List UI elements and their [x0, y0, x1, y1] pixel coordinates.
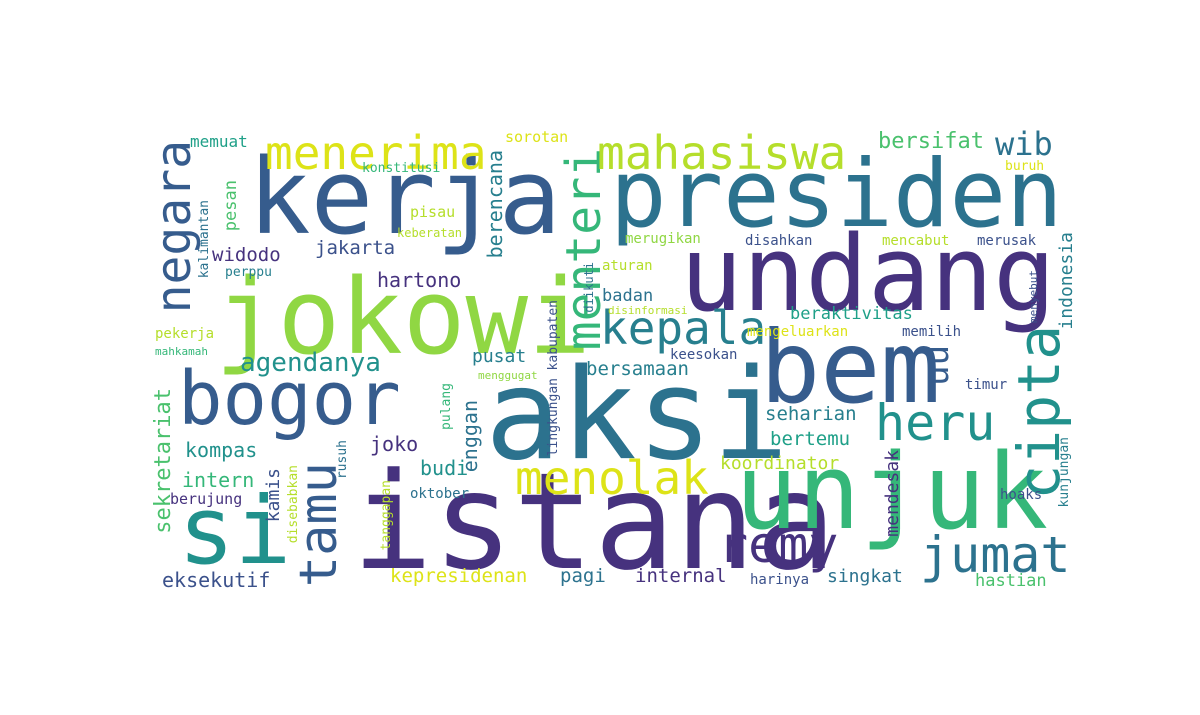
word-singkat: singkat [827, 566, 903, 587]
word-diikuti: diikuti [582, 262, 596, 313]
word-uu: uu [917, 345, 957, 386]
word-aturan: aturan [602, 258, 653, 274]
word-merugikan: merugikan [625, 231, 701, 247]
word-oktober: oktober [410, 486, 470, 502]
word-konstitusi: konstitusi [362, 161, 441, 176]
word-agendanya: agendanya [240, 348, 381, 378]
word-pusat: pusat [472, 346, 527, 367]
word-kunjungan: kunjungan [1057, 437, 1072, 508]
word-budi: budi [420, 456, 469, 480]
word-aksi: aksi [485, 341, 789, 488]
word-pesan: pesan [221, 180, 241, 232]
word-mahasiswa: mahasiswa [597, 126, 847, 180]
word-timur: timur [965, 377, 1008, 393]
word-kalimantan: kalimantan [197, 200, 212, 279]
word-tanggapan: tanggapan [379, 480, 394, 551]
word-istana: istana [352, 444, 837, 600]
word-presiden: presiden [610, 140, 1063, 249]
word-menyebut: menyebut [1027, 270, 1040, 323]
word-beraktivitas: beraktivitas [790, 304, 913, 324]
word-wib: wib [995, 125, 1053, 163]
word-bem: bem [760, 309, 941, 426]
word-indonesia: indonesia [1056, 232, 1077, 330]
word-berujung: berujung [170, 490, 243, 508]
word-eksekutif: eksekutif [162, 568, 271, 592]
word-rusuh: rusuh [335, 440, 350, 480]
word-intern: intern [182, 468, 255, 492]
word-merusak: merusak [977, 233, 1037, 249]
word-widodo: widodo [212, 244, 281, 266]
word-menerima: menerima [265, 126, 487, 180]
word-disinformasi: disinformasi [608, 304, 688, 317]
word-kompas: kompas [185, 438, 258, 462]
word-hoaks: hoaks [1000, 487, 1043, 503]
word-menggugat: menggugat [478, 369, 538, 382]
word-bertemu: bertemu [770, 428, 851, 450]
word-kamis: kamis [263, 468, 284, 523]
word-disebabkan: disebabkan [286, 465, 301, 544]
word-bersamaan: bersamaan [586, 358, 689, 380]
word-seharian: seharian [765, 403, 857, 425]
word-perppu: perppu [225, 265, 272, 280]
word-sekretariat: sekretariat [151, 388, 176, 534]
word-badan: badan [602, 286, 654, 306]
word-unjuk: unjuk [735, 431, 1049, 553]
word-hastian: hastian [975, 571, 1047, 591]
word-kabupaten: kabupaten [546, 300, 561, 371]
word-mahkamah: mahkamah [155, 345, 208, 358]
word-pulang: pulang [439, 383, 454, 430]
word-disahkan: disahkan [745, 233, 813, 249]
word-joko: joko [370, 432, 419, 456]
word-menolak: menolak [515, 451, 709, 505]
word-koordinator: koordinator [720, 453, 840, 474]
word-buruh: buruh [1005, 159, 1045, 174]
word-remy: remy [718, 516, 839, 574]
word-lingkungan: lingkungan [546, 378, 561, 457]
word-mencabut: mencabut [882, 233, 950, 249]
word-harinya: harinya [750, 572, 810, 588]
word-sorotan: sorotan [505, 128, 569, 146]
word-kerja: kerja [248, 136, 562, 258]
word-mendesak: mendesak [882, 450, 903, 537]
word-mengeluarkan: mengeluarkan [747, 324, 849, 340]
word-jokowi: jokowi [215, 256, 591, 378]
word-pekerja: pekerja [155, 326, 215, 342]
word-negara: negara [146, 140, 202, 314]
word-pisau: pisau [410, 203, 456, 221]
word-enggan: enggan [458, 400, 482, 473]
word-kepala: kepala [600, 301, 767, 355]
word-memilih: memilih [902, 324, 962, 340]
word-heru: heru [875, 394, 996, 452]
word-memuat: memuat [190, 132, 248, 151]
word-kepresidenan: kepresidenan [390, 565, 528, 587]
word-undang: undang [680, 213, 1056, 335]
word-bogor: bogor [178, 356, 401, 442]
word-jakarta: jakarta [315, 237, 396, 259]
word-keesokan: keesokan [670, 347, 738, 363]
word-keberatan: keberatan [397, 226, 463, 240]
word-si: si [178, 477, 292, 586]
word-bersifat: bersifat [878, 129, 984, 154]
word-pagi: pagi [560, 565, 606, 587]
word-berencana: berencana [483, 150, 507, 259]
word-hartono: hartono [377, 268, 462, 292]
word-internal: internal [635, 565, 727, 587]
word-jumat: jumat [920, 526, 1071, 584]
